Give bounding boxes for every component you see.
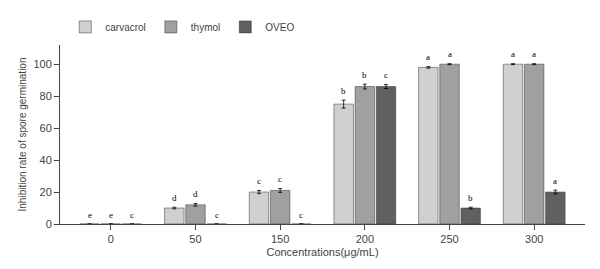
svg-text:b: b [468, 193, 473, 203]
svg-text:c: c [278, 174, 282, 184]
svg-text:a: a [448, 49, 452, 59]
svg-text:80: 80 [40, 90, 52, 102]
svg-text:60: 60 [40, 122, 52, 134]
svg-text:a: a [511, 49, 515, 59]
svg-text:Concentrations(μg/mL): Concentrations(μg/mL) [266, 246, 378, 258]
svg-text:d: d [172, 193, 177, 203]
svg-text:c: c [130, 210, 134, 220]
svg-text:250: 250 [440, 233, 458, 245]
svg-text:c: c [215, 210, 219, 220]
svg-text:a: a [532, 49, 536, 59]
svg-text:thymol: thymol [191, 22, 220, 33]
svg-text:b: b [362, 70, 367, 80]
svg-text:300: 300 [525, 233, 543, 245]
svg-text:100: 100 [33, 58, 51, 70]
svg-text:50: 50 [189, 233, 201, 245]
svg-text:150: 150 [271, 233, 289, 245]
svg-text:c: c [257, 176, 261, 186]
svg-text:0: 0 [46, 218, 52, 230]
svg-text:b: b [341, 86, 346, 96]
svg-text:20: 20 [40, 186, 52, 198]
svg-text:a: a [426, 52, 430, 62]
svg-text:d: d [193, 189, 198, 199]
svg-text:200: 200 [356, 233, 374, 245]
svg-text:Inhibition rate of spore germi: Inhibition rate of spore germination [17, 58, 28, 212]
svg-text:c: c [299, 210, 303, 220]
svg-text:40: 40 [40, 154, 52, 166]
svg-text:OVEO: OVEO [265, 22, 294, 33]
svg-text:e: e [88, 210, 92, 220]
svg-text:e: e [109, 210, 113, 220]
svg-text:c: c [384, 70, 388, 80]
svg-text:a: a [553, 176, 557, 186]
svg-text:0: 0 [108, 233, 114, 245]
svg-text:carvacrol: carvacrol [105, 22, 146, 33]
